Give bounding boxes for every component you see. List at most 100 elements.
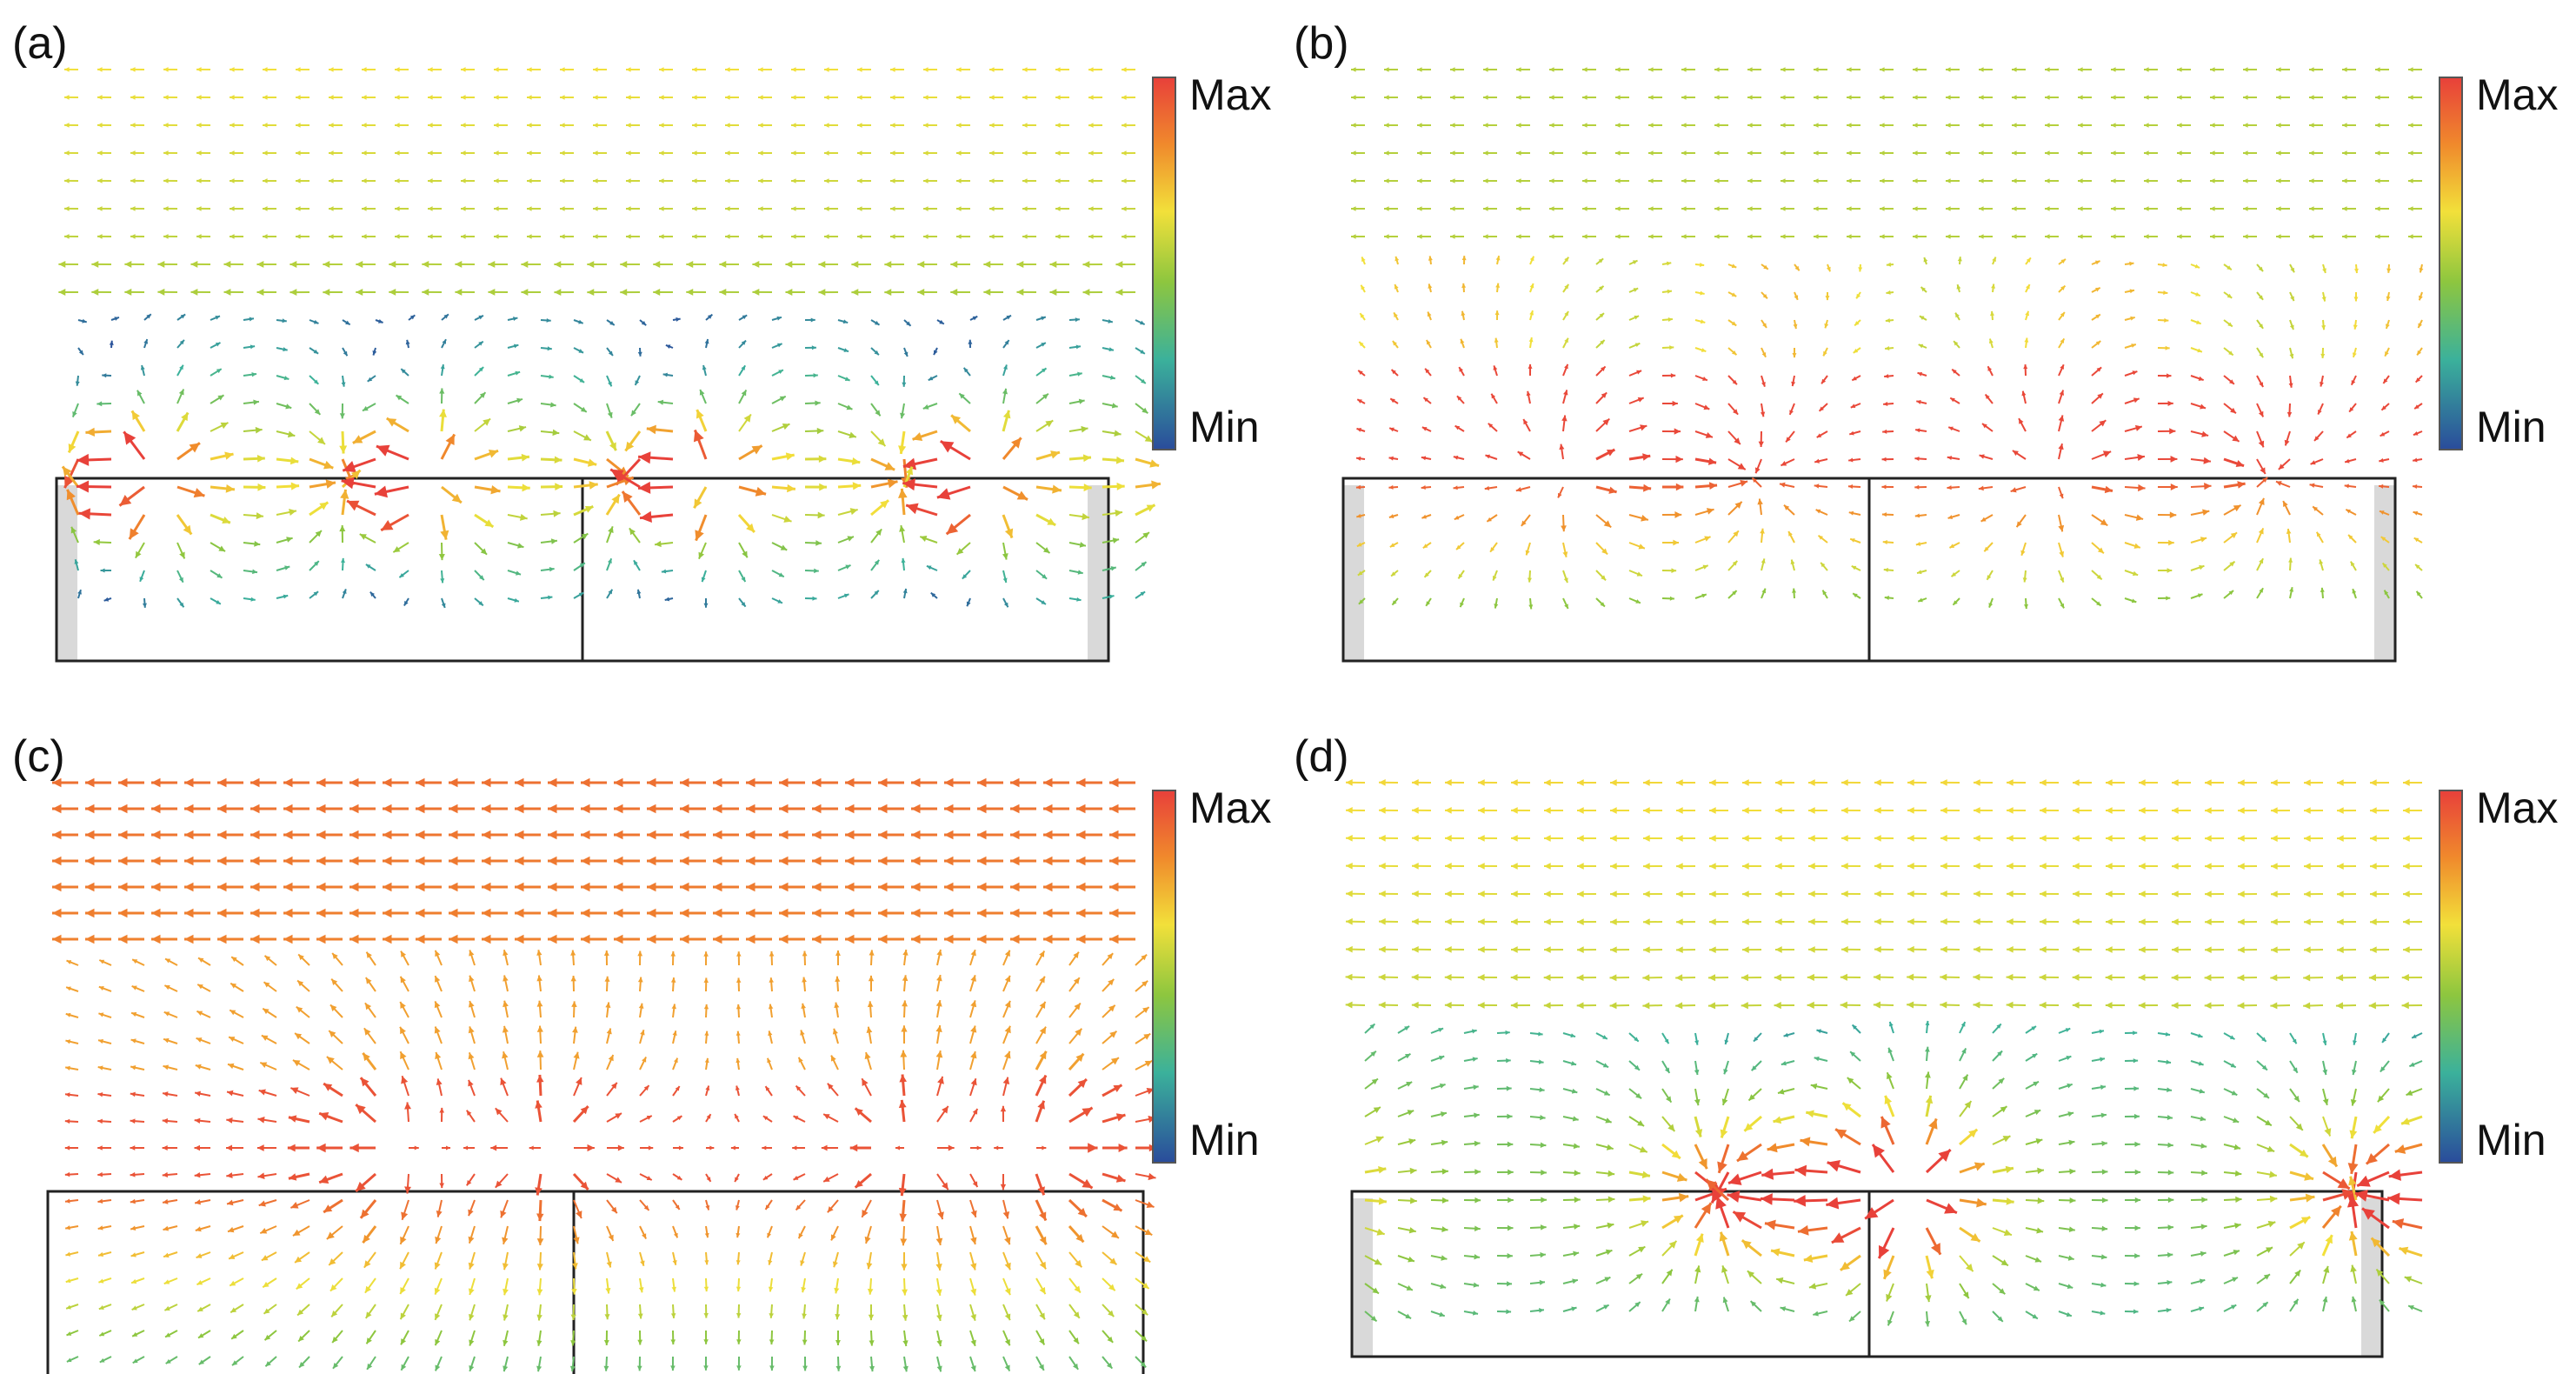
field-arrowhead: [1083, 289, 1090, 296]
field-arrowhead: [1913, 178, 1918, 183]
field-arrowhead: [1807, 974, 1814, 981]
field-arrowhead: [1507, 1086, 1512, 1091]
field-arrowhead: [1706, 432, 1713, 438]
field-arrowhead: [461, 95, 466, 100]
field-arrowhead: [1781, 150, 1786, 156]
field-arrowhead: [196, 234, 202, 239]
field-arrowhead: [1674, 511, 1681, 518]
field-arrowhead: [446, 1146, 450, 1151]
field-arrowhead: [1561, 525, 1567, 531]
field-arrowhead: [878, 778, 888, 788]
field-arrowhead: [2007, 807, 2014, 814]
field-arrowhead: [1681, 150, 1687, 156]
field-arrowhead: [1079, 399, 1085, 404]
field-arrowhead: [2238, 946, 2245, 953]
field-arrowhead: [725, 95, 730, 100]
field-arrowhead: [157, 289, 164, 296]
field-arrowhead: [2403, 835, 2410, 842]
field-arrowhead: [814, 373, 818, 377]
field-arrowhead: [2040, 1002, 2047, 1009]
field-arrowhead: [890, 123, 895, 128]
field-arrowhead: [97, 1119, 103, 1124]
field-arrowhead: [2111, 234, 2116, 239]
field-arrowhead: [2169, 428, 2175, 434]
field-arrowhead: [758, 67, 763, 72]
field-arrowhead: [1582, 123, 1588, 128]
field-arrowhead: [515, 883, 524, 892]
field-arrowhead: [2168, 401, 2173, 406]
field-arrowhead: [2419, 296, 2423, 301]
field-arrowhead: [1648, 95, 1654, 100]
field-arrowhead: [868, 1289, 874, 1295]
field-arrowhead: [2040, 835, 2047, 842]
field-arrowhead: [2139, 946, 2146, 953]
field-arrowhead: [1742, 946, 1749, 953]
field-arrowhead: [1759, 442, 1764, 447]
field-arrowhead: [79, 508, 90, 519]
field-arrowhead: [1351, 67, 1356, 72]
field-arrowhead: [1511, 946, 1518, 953]
field-arrowhead: [1714, 67, 1720, 72]
field-arrowhead: [228, 1227, 234, 1232]
field-arrowhead: [1577, 779, 1584, 786]
field-arrowhead: [329, 234, 334, 239]
field-arrowhead: [130, 150, 136, 156]
field-arrowhead: [1076, 857, 1086, 866]
field-arrowhead: [288, 1144, 296, 1152]
field-arrowhead: [1841, 779, 1848, 786]
field-arrowhead: [114, 317, 119, 321]
field-arrowhead: [614, 935, 623, 944]
field-arrowhead: [151, 909, 161, 918]
field-arrowhead: [1643, 835, 1650, 842]
field-arrowhead: [2288, 558, 2293, 563]
field-arrowhead: [2271, 890, 2278, 897]
field-arrowhead: [2303, 974, 2310, 981]
field-arrowhead: [2139, 863, 2146, 870]
field-arrowhead: [2106, 863, 2113, 870]
field-arrowhead: [671, 1313, 676, 1318]
field-arrowhead: [2172, 807, 2179, 814]
field-arrowhead: [1528, 364, 1533, 369]
field-arrowhead: [1648, 206, 1654, 211]
field-arrowhead: [1412, 863, 1419, 870]
field-arrowhead: [2133, 397, 2140, 403]
field-arrowhead: [2342, 234, 2347, 239]
field-arrowhead: [1483, 123, 1488, 128]
field-arrowhead: [97, 234, 103, 239]
field-arrowhead: [349, 883, 359, 892]
field-arrowhead: [1974, 835, 1980, 842]
field-arrowhead: [250, 830, 260, 840]
field-arrowhead: [1615, 206, 1621, 211]
field-arrowhead: [455, 289, 462, 296]
field-arrowhead: [362, 234, 367, 239]
field-arrowhead: [560, 234, 565, 239]
field-arrowhead: [1940, 779, 1947, 786]
colorbar-max-label: Max: [1189, 70, 1271, 120]
field-arrowhead: [1582, 234, 1588, 239]
field-arrowhead: [1676, 807, 1683, 814]
field-arrowhead: [2276, 67, 2281, 72]
field-arrowhead: [520, 514, 528, 521]
field-arrowhead: [461, 123, 466, 128]
field-arrowhead: [1673, 401, 1678, 406]
field-arrowhead: [2342, 150, 2347, 156]
field-arrowhead: [2177, 206, 2182, 211]
field-arrowhead: [977, 778, 987, 788]
field-arrowhead: [65, 1145, 70, 1150]
field-arrowhead: [97, 178, 103, 183]
field-arrowhead: [1610, 807, 1617, 814]
field-arrowhead: [77, 481, 89, 493]
field-arrowhead: [785, 289, 792, 296]
field-arrowhead: [1088, 150, 1094, 156]
field-arrowhead: [647, 778, 656, 788]
field-arrowhead: [250, 935, 260, 944]
field-arrowhead: [64, 206, 70, 211]
field-arrowhead: [2058, 525, 2064, 532]
field-arrowhead: [653, 289, 660, 296]
field-arrowhead: [2040, 974, 2047, 981]
field-arrowhead: [295, 1257, 302, 1263]
field-arrowhead: [1081, 426, 1088, 433]
field-arrowhead: [1004, 1051, 1010, 1059]
field-arrowhead: [439, 1183, 444, 1188]
field-arrowhead: [713, 830, 722, 840]
